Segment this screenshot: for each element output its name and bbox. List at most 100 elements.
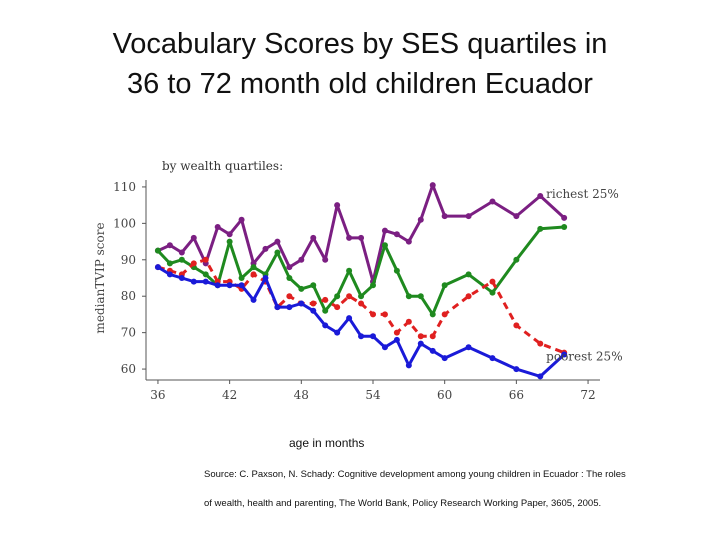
series-1-point bbox=[513, 213, 520, 220]
series-2-point bbox=[561, 224, 568, 230]
y-tick-label: 90 bbox=[121, 253, 136, 267]
series-2-point bbox=[286, 275, 293, 281]
series-1-point bbox=[166, 242, 173, 249]
series-4-point bbox=[358, 333, 365, 340]
series-3-point bbox=[441, 311, 448, 318]
series-1-point bbox=[561, 214, 568, 221]
series-2-point bbox=[238, 275, 245, 281]
series-2-point bbox=[405, 293, 412, 300]
series-4-point bbox=[166, 271, 173, 278]
series-4-point bbox=[429, 347, 436, 354]
series-3-point bbox=[465, 293, 472, 300]
x-axis-label: age in months bbox=[289, 436, 365, 450]
series-1-point bbox=[226, 231, 233, 238]
series-2-point bbox=[346, 267, 353, 274]
series-3-point bbox=[417, 333, 424, 340]
series-1-point bbox=[322, 256, 329, 263]
series-2-point bbox=[274, 249, 281, 256]
series-1-point bbox=[441, 213, 448, 220]
series-1-point bbox=[537, 193, 544, 200]
series-2-point bbox=[513, 256, 520, 263]
series-3-point bbox=[310, 300, 317, 307]
series-1-point bbox=[310, 234, 317, 241]
series-4-point bbox=[178, 275, 185, 281]
x-tick-label: 72 bbox=[580, 388, 595, 402]
series-2-point bbox=[178, 256, 185, 263]
series-2-point bbox=[202, 271, 209, 278]
series-4-point bbox=[310, 307, 317, 314]
series-2-point bbox=[250, 264, 257, 271]
series-1-point bbox=[489, 198, 496, 205]
series-3-point bbox=[381, 311, 388, 318]
series-4-point bbox=[226, 282, 233, 289]
series-1-point bbox=[346, 234, 353, 241]
series-2-point bbox=[334, 293, 341, 300]
series-3-point bbox=[202, 256, 209, 263]
series-4-point bbox=[238, 282, 245, 289]
y-tick-label: 60 bbox=[121, 362, 136, 376]
series-1-point bbox=[274, 238, 281, 245]
series-2-point bbox=[298, 285, 305, 292]
series-4-point bbox=[202, 278, 209, 285]
series-1-point bbox=[334, 202, 341, 209]
source-line-1: Source: C. Paxson, N. Schady: Cognitive … bbox=[204, 469, 626, 480]
chart-subtitle: by wealth quartiles: bbox=[162, 159, 283, 173]
series-2-point bbox=[322, 307, 329, 314]
y-tick-label: 110 bbox=[113, 180, 136, 194]
series-4-point bbox=[190, 278, 197, 285]
y-tick-label: 100 bbox=[113, 216, 136, 230]
source-note: Source: C. Paxson, N. Schady: Cognitive … bbox=[204, 460, 704, 518]
x-tick-label: 60 bbox=[437, 388, 452, 402]
series-1-point bbox=[405, 238, 412, 245]
annotation-richest: richest 25% bbox=[546, 187, 619, 201]
series-4-point bbox=[393, 336, 400, 343]
annotation-poorest: poorest 25% bbox=[546, 350, 622, 364]
y-tick-label: 80 bbox=[121, 289, 136, 303]
y-axis-label: medianTVIP score bbox=[93, 222, 107, 333]
series-4-point bbox=[489, 355, 496, 362]
series-4-point bbox=[214, 282, 221, 289]
series-4-point bbox=[381, 344, 388, 351]
source-line-2: of wealth, health and parenting, The Wor… bbox=[204, 498, 602, 509]
y-tick-label: 70 bbox=[121, 326, 136, 340]
series-2-point bbox=[154, 247, 161, 254]
series-1-point bbox=[298, 256, 305, 263]
series-4-point bbox=[441, 355, 448, 362]
series-4-point bbox=[537, 373, 544, 380]
series-1-point bbox=[262, 245, 269, 252]
series-2-point bbox=[358, 293, 365, 300]
series-4-point bbox=[346, 315, 353, 322]
series-1-point bbox=[358, 234, 365, 241]
series-2-point bbox=[441, 282, 448, 289]
series-2-point bbox=[465, 271, 472, 278]
series-4-point bbox=[417, 340, 424, 347]
series-3-point bbox=[429, 333, 436, 340]
series-4-point bbox=[465, 344, 472, 351]
x-tick-label: 42 bbox=[222, 388, 237, 402]
series-3-point bbox=[190, 260, 197, 267]
series-1-point bbox=[381, 227, 388, 234]
slide-title-line-1: Vocabulary Scores by SES quartiles in bbox=[112, 28, 608, 60]
series-1-point bbox=[214, 224, 221, 230]
series-2-point bbox=[537, 225, 544, 232]
series-2-point bbox=[166, 260, 173, 267]
x-tick-label: 54 bbox=[365, 388, 381, 402]
series-line-1 bbox=[157, 183, 566, 284]
series-4-point bbox=[250, 296, 257, 303]
series-4-point bbox=[262, 275, 269, 281]
series-4-point bbox=[370, 333, 376, 340]
series-2-point bbox=[393, 267, 400, 274]
series-1-point bbox=[465, 213, 472, 220]
series-line-3 bbox=[157, 258, 565, 355]
series-3-point bbox=[334, 304, 341, 311]
slide-title-line-2: 36 to 72 month old children Ecuador bbox=[127, 68, 593, 100]
series-1-point bbox=[417, 216, 424, 223]
series-3-point bbox=[393, 329, 400, 336]
x-tick-label: 66 bbox=[509, 388, 524, 402]
series-3-point bbox=[286, 293, 293, 300]
series-2-point bbox=[310, 282, 317, 289]
series-2-point bbox=[370, 282, 376, 289]
slide-title: Vocabulary Scores by SES quartiles in 36… bbox=[0, 24, 720, 104]
x-tick-label: 48 bbox=[294, 388, 309, 402]
